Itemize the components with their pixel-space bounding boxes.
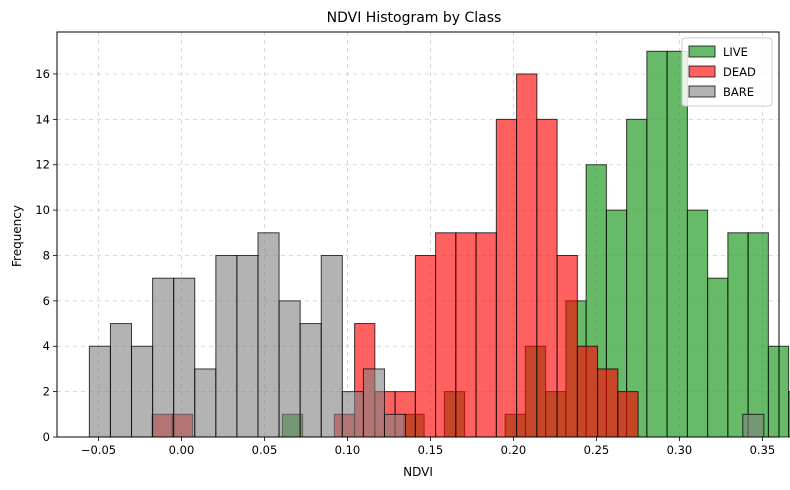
bar-bare-4 [173, 277, 196, 438]
x-tick-label-2: 0.05 [252, 443, 278, 457]
x-tick-label-8: 0.35 [750, 443, 776, 457]
x-tick-label-0: −0.05 [81, 443, 116, 457]
bar-live-17 [626, 118, 648, 438]
bar-live-20 [686, 209, 709, 438]
series-dead [151, 73, 639, 438]
bar-bare-14 [383, 413, 407, 438]
bar-dead-16 [475, 232, 497, 438]
x-axis-label: NDVI [403, 465, 433, 479]
bar-live-21 [707, 277, 729, 438]
x-tick-label-6: 0.25 [584, 443, 610, 457]
y-tick-label-6: 12 [35, 158, 50, 172]
y-tick-label-5: 10 [35, 203, 50, 217]
y-tick-label-7: 14 [35, 112, 50, 126]
legend-swatch-live [688, 45, 716, 58]
legend-label-bare: BARE [723, 85, 754, 99]
bar-dead-18 [516, 73, 538, 438]
bar-bare-0 [88, 345, 111, 438]
bar-live-25 [788, 391, 790, 438]
legend-swatch-bare [688, 85, 716, 98]
bar-bare-6 [215, 254, 238, 438]
y-axis-ticks: 0 2 4 6 8 10 12 14 16 [35, 67, 57, 444]
bar-bare-2 [131, 345, 154, 438]
bar-dead-14 [435, 232, 457, 438]
y-tick-label-0: 0 [43, 430, 50, 444]
bar-bare-7 [236, 254, 259, 438]
y-tick-label-1: 2 [43, 385, 50, 399]
x-tick-label-1: 0.00 [169, 443, 195, 457]
x-tick-label-5: 0.20 [501, 443, 527, 457]
bar-dead-15 [455, 232, 477, 438]
bar-bare-1 [109, 323, 133, 438]
legend: LIVE DEAD BARE [681, 37, 773, 107]
bar-bare-13 [362, 368, 385, 438]
bar-dead-21 [576, 345, 599, 438]
bar-dead-22 [597, 368, 619, 438]
y-tick-label-8: 16 [35, 67, 50, 81]
bar-bare-9 [278, 300, 301, 438]
bar-dead-23 [617, 391, 639, 438]
x-tick-label-4: 0.15 [418, 443, 444, 457]
plot-frame [56, 31, 780, 438]
x-tick-label-3: 0.10 [335, 443, 361, 457]
x-axis-ticks: −0.05 0.00 0.05 0.10 0.15 0.20 0.25 0.30 0.35 [81, 437, 775, 457]
bar-dead-20 [556, 254, 578, 438]
bar-live-23 [747, 232, 769, 438]
y-tick-label-4: 8 [43, 248, 50, 262]
bar-live-18 [646, 50, 668, 438]
bar-dead-13 [414, 254, 437, 438]
x-tick-label-7: 0.30 [667, 443, 693, 457]
bar-bare-8 [257, 232, 280, 438]
y-tick-label-2: 4 [43, 339, 50, 353]
bar-bare-31 [742, 413, 765, 438]
legend-swatch-dead [688, 65, 716, 78]
bar-live-19 [666, 50, 688, 438]
chart-title: NDVI Histogram by Class [327, 10, 502, 26]
bar-dead-17 [495, 118, 518, 438]
y-tick-label-3: 6 [43, 294, 50, 308]
bar-bare-5 [194, 368, 217, 438]
series-bare [88, 232, 765, 438]
histogram-bars [88, 50, 790, 438]
bar-bare-3 [152, 277, 175, 438]
bar-bare-12 [341, 391, 364, 438]
bar-bare-10 [299, 323, 322, 438]
bar-bare-11 [320, 254, 343, 438]
legend-label-dead: DEAD [723, 65, 756, 79]
legend-label-live: LIVE [723, 45, 748, 59]
bar-live-22 [727, 232, 749, 438]
y-axis-label: Frequency [10, 205, 24, 267]
bar-dead-19 [536, 118, 558, 438]
